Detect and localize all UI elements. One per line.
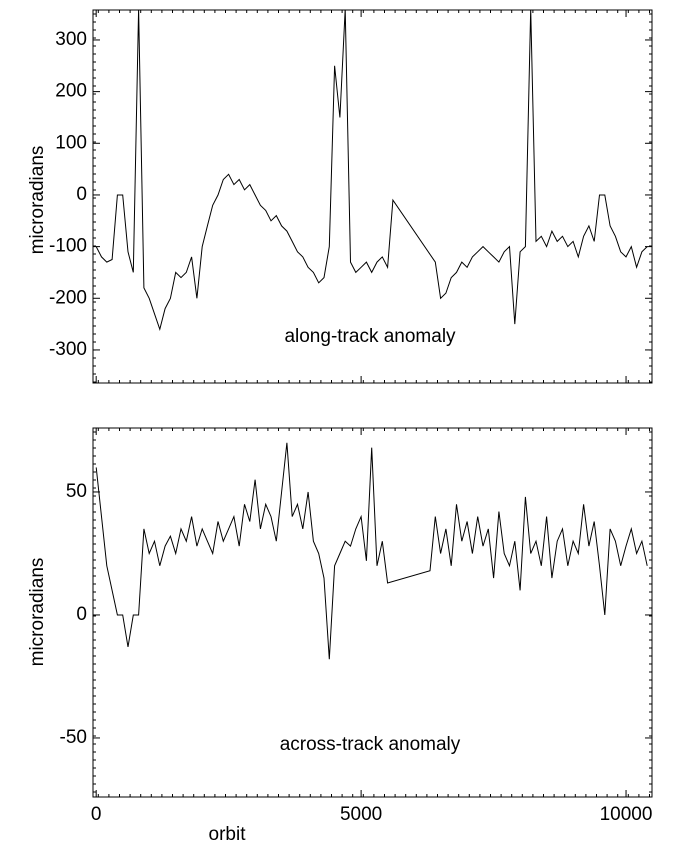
y-tick-label: 0 [76,604,87,625]
y-tick-label: -100 [49,236,87,257]
y-tick-label: 100 [55,132,87,153]
data-line [95,10,648,332]
y-axis-label: microradians [27,558,48,667]
x-tick-label: 10000 [600,804,653,825]
x-tick-label: 5000 [340,804,382,825]
y-tick-label: 300 [55,29,87,50]
y-tick-label: -50 [60,727,87,748]
annotation: across-track anomaly [280,734,461,755]
data-line [95,442,648,660]
plot-frame [92,9,653,384]
y-tick-label: 50 [66,481,87,502]
annotation: along-track anomaly [284,326,456,347]
y-tick-label: -300 [49,339,87,360]
x-tick-label: 0 [91,804,102,825]
x-axis-label: orbit [209,824,247,845]
plot-frame [92,427,653,798]
y-tick-label: -200 [49,287,87,308]
y-tick-label: 200 [55,81,87,102]
y-axis-label: microradians [27,146,48,255]
y-tick-label: 0 [76,184,87,205]
